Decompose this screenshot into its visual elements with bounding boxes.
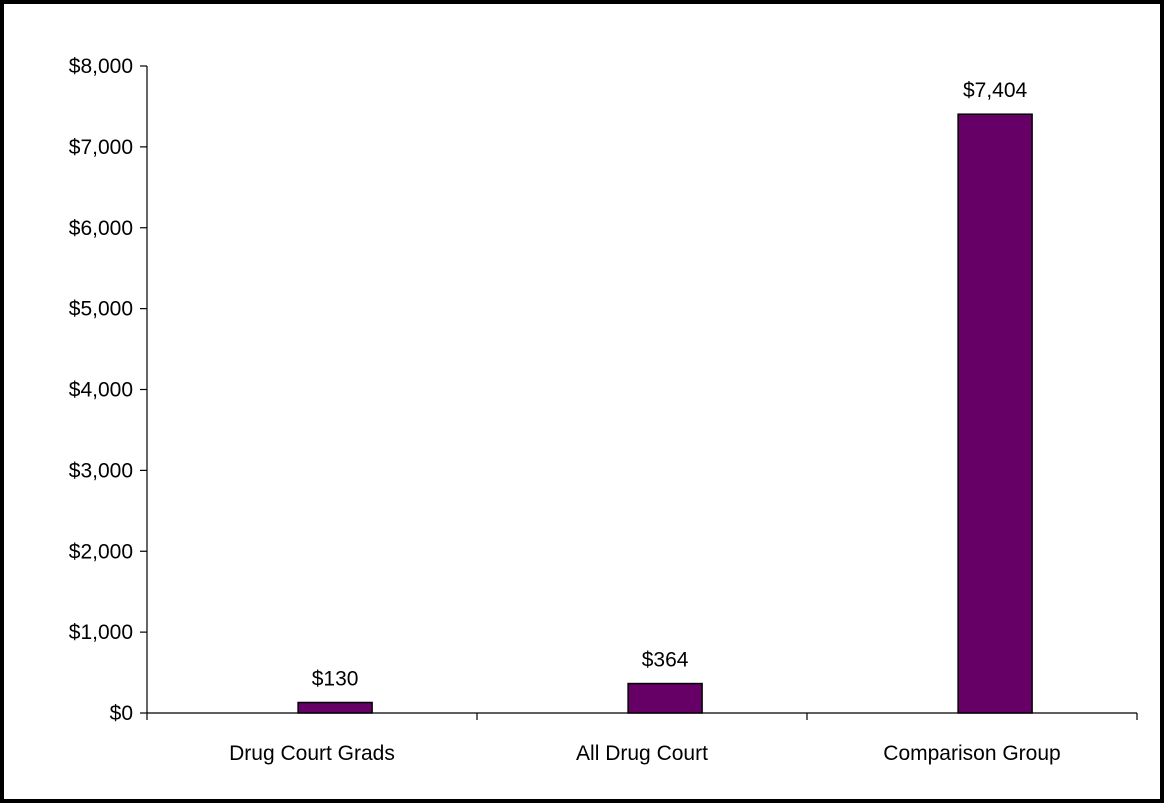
y-tick-label: $5,000	[69, 298, 133, 321]
data-labels: $130 $364 $7,404	[312, 79, 1028, 690]
bar	[297, 701, 373, 714]
x-tick-label: Drug Court Grads	[229, 742, 395, 765]
bar	[627, 682, 703, 714]
x-tick-label: Comparison Group	[883, 742, 1060, 765]
x-axis: Drug Court Grads All Drug Court Comparison…	[146, 712, 1138, 765]
y-axis: $0 $1,000 $2,000 $3,000 $4,000 $5,000 $6,000 $7…	[69, 55, 148, 725]
y-tick-label: $7,000	[69, 136, 133, 159]
x-tick-label: All Drug Court	[576, 742, 708, 765]
y-tick-label: $0	[110, 702, 133, 725]
data-label: $7,404	[963, 79, 1028, 102]
y-tick-label: $6,000	[69, 217, 133, 240]
data-label: $130	[312, 667, 359, 690]
y-tick-label: $2,000	[69, 540, 133, 563]
data-label: $364	[642, 649, 689, 672]
y-tick-label: $3,000	[69, 459, 133, 482]
y-tick-label: $4,000	[69, 379, 133, 402]
y-tick-label: $8,000	[69, 55, 133, 78]
bars	[297, 113, 1033, 714]
bar	[957, 113, 1033, 714]
y-tick-label: $1,000	[69, 621, 133, 644]
